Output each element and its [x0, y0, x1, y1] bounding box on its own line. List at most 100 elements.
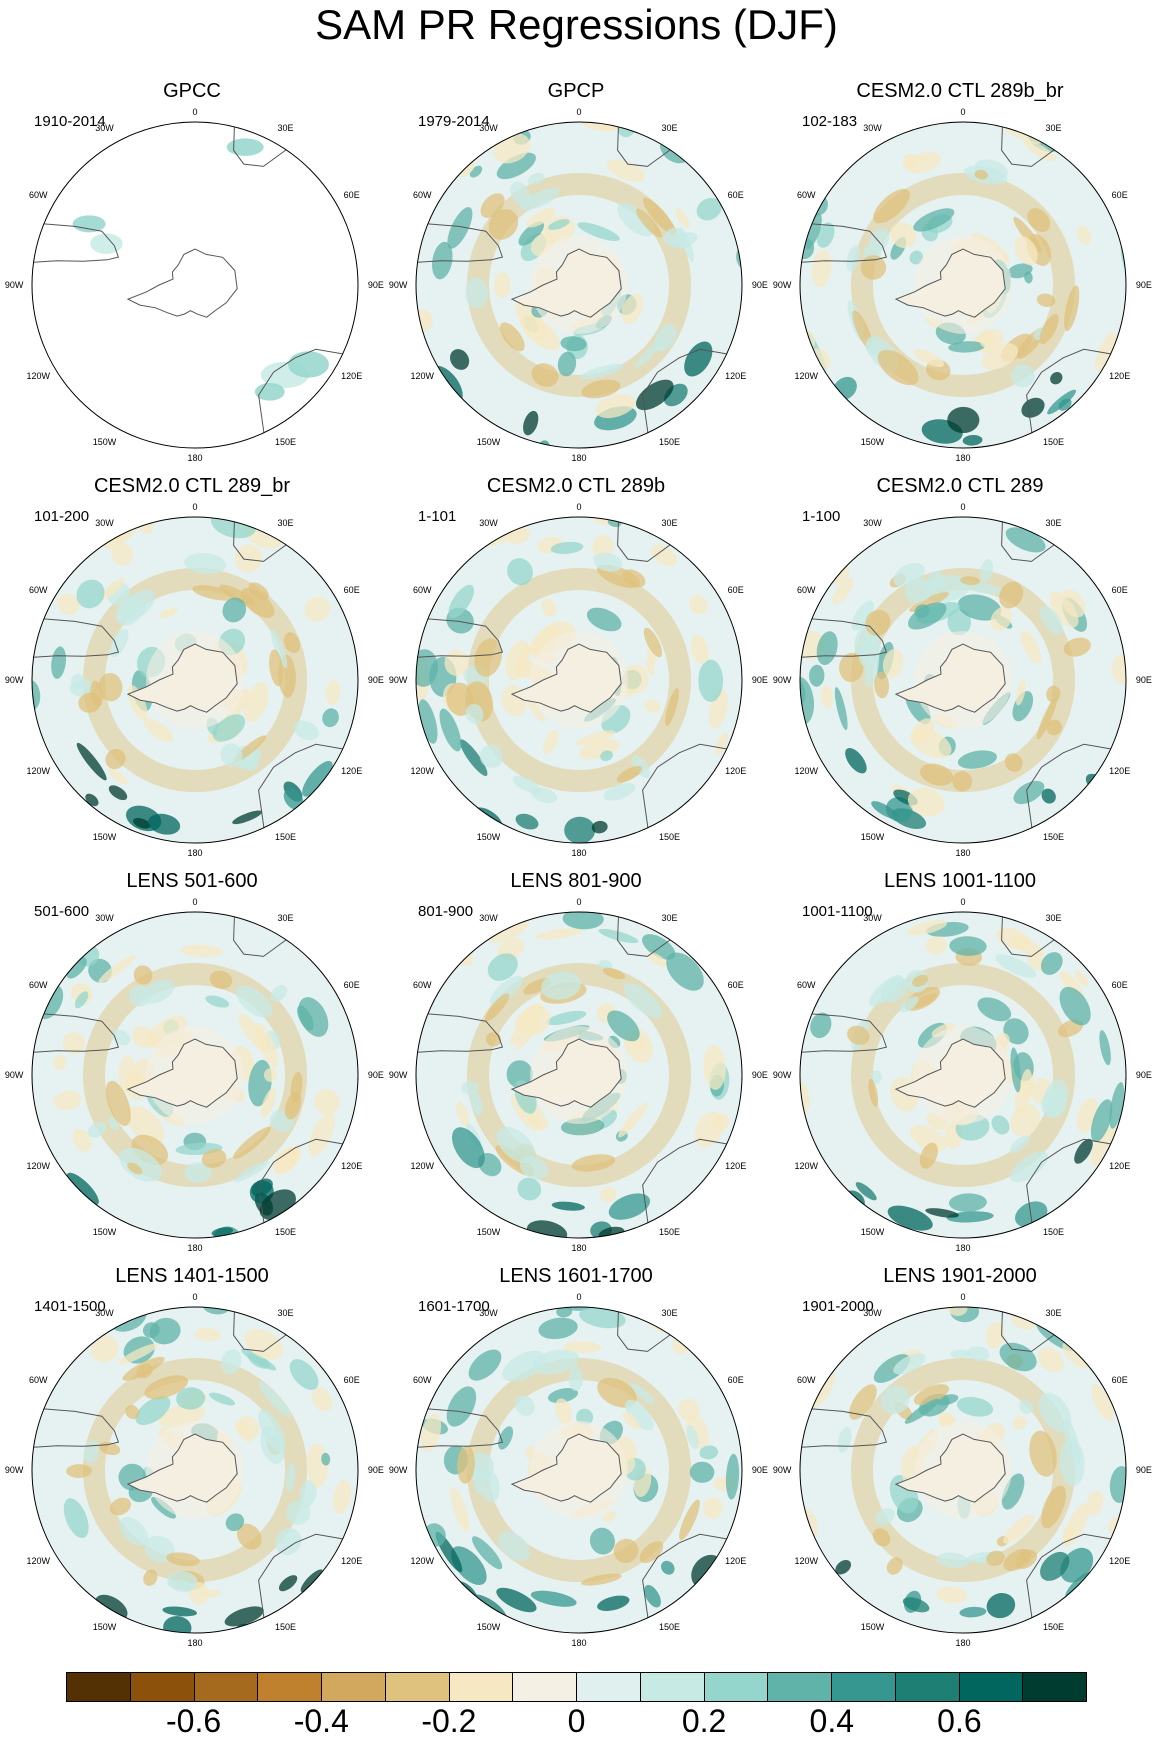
anomaly-patch — [715, 732, 729, 755]
longitude-label: 90W — [772, 675, 792, 685]
anomaly-patch — [600, 1186, 617, 1203]
longitude-label: 90W — [772, 1070, 792, 1080]
anomaly-patch — [835, 1559, 852, 1575]
dry-anomaly-ring — [82, 1357, 308, 1583]
colorbar-tick-label: 0.4 — [809, 1703, 855, 1739]
anomaly-patch — [575, 730, 616, 746]
longitude-label: 60E — [727, 979, 744, 990]
anomaly-patch — [586, 607, 622, 632]
longitude-label: 30E — [661, 1308, 678, 1319]
anomaly-patch — [810, 1012, 832, 1039]
anomaly-patch — [241, 1348, 277, 1371]
anomaly-patch — [234, 1421, 252, 1442]
anomaly-patch — [518, 221, 545, 246]
anomaly-patch — [547, 1388, 579, 1403]
map-boundary — [31, 1306, 359, 1634]
anomaly-patch — [914, 604, 930, 619]
map-boundary — [31, 121, 359, 449]
anomaly-patch — [849, 1384, 877, 1420]
anomaly-patch — [608, 1193, 651, 1220]
anomaly-patch — [236, 1523, 262, 1550]
antarctica-coastline — [126, 1038, 238, 1108]
longitude-label: 120E — [725, 765, 747, 776]
anomaly-patch — [520, 188, 560, 211]
longitude-label: 0 — [576, 502, 582, 513]
longitude-label: 30W — [863, 518, 882, 529]
anomaly-patch — [690, 634, 709, 665]
map-panel: LENS 1901-2000 1901-2000 0 30E 60E 90E 120E 150… — [768, 1185, 1152, 1648]
anomaly-patch — [255, 1023, 279, 1068]
dry-anomaly-ring — [466, 962, 692, 1188]
longitude-label: 60E — [1111, 1374, 1128, 1385]
longitude-label: 60W — [413, 979, 432, 990]
anomaly-patch — [532, 1349, 580, 1375]
polar-map — [415, 911, 743, 1239]
anomaly-patch — [489, 975, 523, 1006]
anomaly-patch — [457, 1445, 475, 1484]
anomaly-patch — [1029, 1430, 1057, 1477]
anomaly-patch — [1011, 364, 1035, 388]
anomaly-patch — [920, 763, 954, 786]
anomaly-patch — [471, 1536, 503, 1570]
anomaly-patch — [666, 952, 704, 991]
anomaly-patch — [622, 1411, 641, 1430]
anomaly-patch — [201, 1148, 227, 1168]
anomaly-patch — [479, 744, 504, 768]
anomaly-patch — [506, 1060, 533, 1089]
anomaly-patch — [948, 1193, 987, 1212]
anomaly-patch — [1024, 271, 1033, 284]
polar-map — [415, 121, 743, 449]
anomaly-patch — [205, 995, 230, 1008]
anomaly-patch — [270, 985, 288, 1002]
anomaly-patch — [816, 631, 838, 666]
land-anomaly-patch — [90, 233, 123, 254]
anomaly-patch — [913, 349, 945, 368]
colorbar-tick-label: 0.6 — [937, 1703, 982, 1739]
anomaly-patch — [602, 1510, 616, 1523]
anomaly-patch — [469, 1090, 483, 1116]
figure-title: SAM PR Regressions (DJF) — [315, 1, 838, 48]
anomaly-patch — [517, 1177, 542, 1201]
dry-anomaly-ring — [850, 172, 1076, 398]
anomaly-patch — [622, 664, 649, 694]
longitude-label: 30E — [277, 1308, 294, 1319]
anomaly-patch — [149, 1317, 181, 1345]
longitude-label: 60W — [29, 584, 48, 595]
anomaly-patch — [979, 331, 996, 348]
panel-title: LENS 801-900 — [510, 870, 642, 892]
anomaly-patch — [1041, 1088, 1067, 1119]
anomaly-patch — [498, 1531, 531, 1561]
anomaly-patch — [1063, 1418, 1081, 1464]
anomaly-patch — [560, 336, 587, 352]
anomaly-patch — [886, 1557, 903, 1575]
anomaly-patch — [631, 755, 651, 778]
anomaly-patch — [200, 1589, 222, 1598]
anomaly-patch — [593, 552, 623, 572]
anomaly-patch — [1090, 1099, 1113, 1143]
anomaly-patch — [1005, 527, 1046, 553]
anomaly-patch — [66, 1172, 99, 1206]
anomaly-patch — [1027, 208, 1051, 233]
land-anomaly-patch — [288, 351, 329, 378]
longitude-label: 180 — [955, 452, 971, 463]
anomaly-patch — [283, 632, 301, 654]
panel-title: CESM2.0 CTL 289_br — [93, 475, 290, 497]
anomaly-patch — [143, 1569, 158, 1586]
longitude-label: 60E — [343, 584, 360, 595]
anomaly-patch — [448, 584, 475, 619]
anomaly-patch — [451, 1127, 485, 1169]
land-anomaly-patch — [226, 138, 264, 156]
anomaly-patch — [465, 277, 489, 309]
anomaly-patch — [520, 315, 560, 351]
anomaly-patch — [603, 782, 636, 801]
anomaly-patch — [446, 1386, 477, 1427]
antarctica-coastline — [510, 1038, 622, 1108]
anomaly-patch — [1004, 127, 1041, 144]
panel-period: 1901-2000 — [802, 1298, 874, 1315]
anomaly-patch — [820, 685, 834, 709]
anomaly-patch — [647, 952, 668, 968]
africa-coastline — [1001, 916, 1055, 957]
south-america-coastline — [801, 1013, 888, 1053]
panel-title: LENS 501-600 — [126, 870, 258, 892]
panel-period: 1601-1700 — [418, 1298, 490, 1315]
